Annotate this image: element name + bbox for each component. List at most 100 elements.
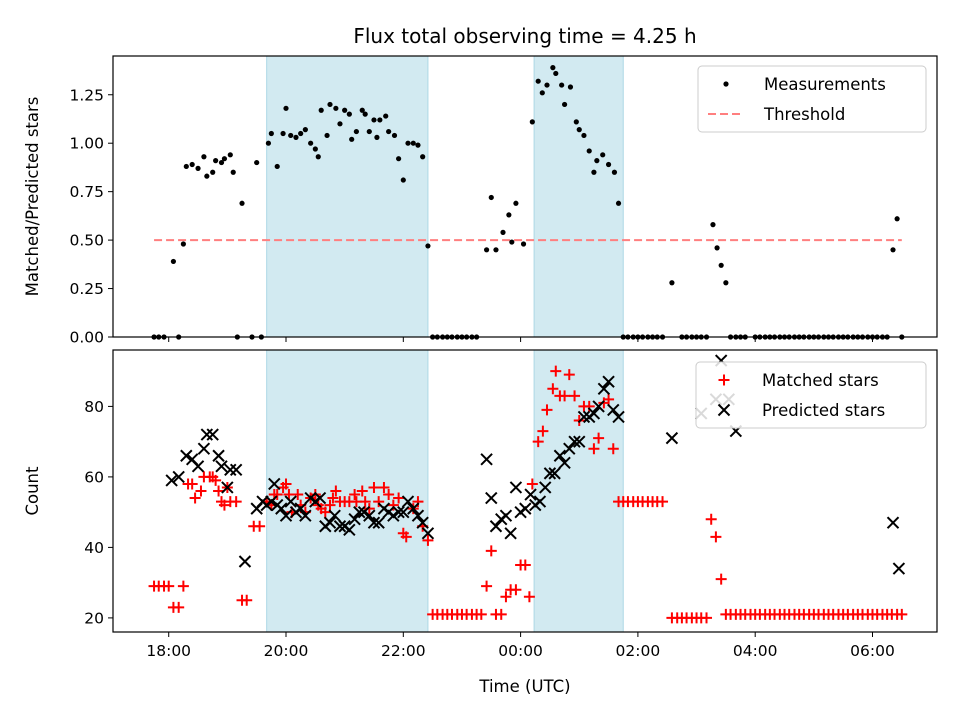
data-point: [421, 527, 435, 540]
data-point: [563, 442, 576, 455]
data-point: [323, 516, 337, 529]
data-point: [324, 132, 330, 139]
top-panel: 0.00 0.25 0.50 0.75 1.00 1.25 Matched/Predicte…: [23, 55, 938, 347]
data-point: [165, 474, 178, 487]
data-point: [275, 502, 288, 515]
legend-label: Threshold: [763, 105, 845, 124]
data-point: [299, 509, 312, 522]
data-point: [612, 410, 625, 424]
data-point: [308, 140, 314, 146]
data-point: [547, 383, 559, 395]
data-point: [397, 505, 410, 519]
data-point: [587, 407, 601, 420]
data-point: [284, 495, 297, 508]
data-point: [615, 200, 622, 206]
data-point: [372, 516, 385, 529]
data-point: [367, 516, 381, 529]
data-point: [172, 470, 185, 484]
data-point: [333, 105, 339, 111]
legend-marker: [718, 374, 730, 386]
data-point: [411, 509, 425, 522]
data-point: [539, 481, 552, 494]
data-point: [271, 489, 283, 501]
y-tick-label: 0.50: [69, 232, 104, 250]
data-point: [224, 463, 237, 477]
data-point: [892, 562, 906, 575]
shaded-region: [266, 55, 429, 338]
data-point: [568, 435, 581, 448]
data-point: [701, 612, 713, 624]
data-point: [197, 442, 211, 455]
data-point: [400, 531, 412, 543]
data-point: [592, 400, 605, 413]
data-point: [239, 200, 245, 206]
data-point: [359, 496, 371, 508]
data-point: [416, 516, 429, 529]
data-point: [387, 509, 400, 522]
data-point: [288, 132, 294, 139]
data-point: [485, 491, 498, 505]
data-point: [363, 503, 375, 515]
data-point: [201, 154, 207, 160]
data-point: [520, 241, 527, 247]
data-point: [312, 146, 318, 152]
data-point: [268, 130, 274, 137]
data-point: [265, 140, 272, 146]
shaded-region: [266, 349, 429, 633]
data-point: [488, 194, 494, 201]
axes-frame: [112, 55, 938, 338]
data-point: [588, 443, 600, 455]
data-point: [189, 161, 195, 168]
data-point: [400, 177, 406, 183]
y-tick-label: 0.00: [69, 329, 104, 347]
data-point: [541, 404, 553, 416]
data-point: [319, 506, 331, 518]
data-point: [318, 107, 324, 113]
data-point: [553, 449, 567, 462]
data-point: [509, 239, 515, 245]
data-point: [241, 594, 253, 606]
data-point: [553, 70, 559, 77]
data-point: [213, 485, 225, 497]
axes-frame: [112, 349, 938, 633]
x-tick-label: 18:00: [146, 642, 191, 660]
data-point: [544, 82, 550, 88]
data-point: [705, 513, 717, 525]
data-point: [221, 156, 228, 162]
data-point: [890, 247, 896, 253]
data-point: [420, 154, 426, 160]
data-point: [600, 152, 606, 158]
data-point: [254, 520, 266, 532]
data-point: [230, 496, 242, 508]
data-point: [293, 134, 299, 140]
data-point: [475, 608, 487, 620]
y-tick-label: 0.75: [69, 183, 104, 201]
x-tick-label: 20:00: [264, 642, 309, 660]
data-point: [186, 478, 198, 490]
data-point: [210, 474, 222, 486]
data-point: [586, 148, 592, 154]
data-point: [407, 502, 420, 515]
data-point: [480, 453, 493, 466]
data-point: [357, 505, 371, 519]
data-point: [535, 78, 541, 84]
data-point: [603, 393, 615, 405]
data-point: [396, 156, 402, 162]
data-point: [227, 152, 233, 158]
data-point: [665, 431, 679, 445]
y-tick-label: 20: [84, 609, 104, 627]
data-point: [657, 496, 669, 508]
data-point: [401, 495, 415, 508]
data-point: [327, 492, 339, 504]
legend-label: Predicted stars: [762, 401, 885, 420]
data-point: [563, 369, 575, 381]
data-point: [607, 403, 620, 417]
data-point: [524, 488, 537, 501]
data-point: [718, 262, 724, 268]
legend-box: [697, 65, 927, 133]
data-point: [210, 169, 216, 175]
data-point: [359, 107, 365, 113]
data-point: [602, 375, 615, 388]
data-point: [180, 449, 193, 462]
data-point: [489, 520, 503, 533]
